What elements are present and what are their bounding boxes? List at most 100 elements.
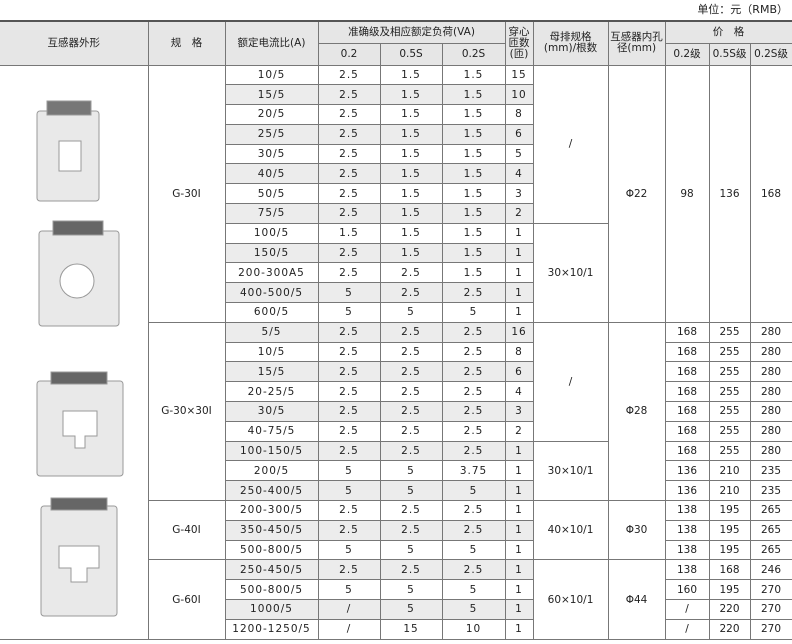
load-cell: 2.5 [441, 519, 506, 541]
ratio-cell: 40-75/5 [224, 420, 319, 442]
turns-cell: 1 [504, 559, 534, 581]
load-cell: 2.5 [441, 559, 506, 581]
load-cell: 2.5 [317, 440, 381, 462]
ratio-cell: 1000/5 [224, 599, 319, 620]
load-cell: 5 [379, 460, 443, 482]
price-cell: 265 [749, 539, 792, 561]
price-cell: 168 [708, 559, 751, 581]
turns-cell: 6 [504, 123, 534, 145]
price-cell: 98 [664, 64, 710, 323]
load-cell: 2.5 [441, 500, 506, 521]
header-cell: 穿心匝数(匝) [504, 20, 534, 66]
ratio-cell: 5/5 [224, 321, 319, 343]
turns-cell: 1 [504, 500, 534, 521]
load-cell: 2.5 [317, 183, 381, 205]
load-cell: 5 [317, 539, 381, 561]
price-cell: 280 [749, 341, 792, 363]
ratio-cell: 15/5 [224, 84, 319, 106]
load-cell: 1.5 [379, 242, 443, 264]
ratio-cell: 500-800/5 [224, 539, 319, 561]
ratio-cell: 250-400/5 [224, 480, 319, 502]
price-cell: 136 [708, 64, 751, 323]
turns-cell: 1 [504, 302, 534, 323]
load-cell: 2.5 [317, 143, 381, 165]
load-cell: / [317, 618, 381, 640]
load-cell: 2.5 [441, 420, 506, 442]
image-cell [0, 65, 149, 640]
price-cell: 220 [708, 599, 751, 620]
ratio-cell: 75/5 [224, 203, 319, 224]
load-cell: 5 [317, 579, 381, 601]
price-cell: 235 [749, 460, 792, 482]
load-cell: 5 [317, 282, 381, 304]
header-cell: 互感器内孔径(mm) [607, 20, 666, 66]
turns-cell: 6 [504, 361, 534, 383]
load-cell: 2.5 [379, 321, 443, 343]
load-cell: 2.5 [379, 262, 443, 284]
price-cell: 280 [749, 381, 792, 403]
load-cell: 5 [441, 599, 506, 620]
price-cell: 138 [664, 559, 710, 581]
load-cell: 5 [317, 480, 381, 502]
load-cell: 1.5 [441, 64, 506, 86]
price-cell: 265 [749, 500, 792, 521]
turns-cell: 8 [504, 104, 534, 125]
load-cell: 5 [441, 302, 506, 323]
ratio-cell: 200-300A5 [224, 262, 319, 284]
load-cell: 1.5 [379, 222, 443, 244]
load-cell: 2.5 [379, 361, 443, 383]
load-cell: 2.5 [441, 282, 506, 304]
load-cell: 1.5 [441, 242, 506, 264]
load-cell: 2.5 [379, 401, 443, 422]
load-cell: 2.5 [317, 64, 381, 86]
price-cell: 210 [708, 460, 751, 482]
load-cell: 2.5 [317, 123, 381, 145]
load-cell: 10 [441, 618, 506, 640]
turns-cell: 1 [504, 262, 534, 284]
price-cell: 195 [708, 579, 751, 601]
load-cell: 2.5 [379, 381, 443, 403]
turns-cell: 2 [504, 420, 534, 442]
price-cell: 160 [664, 579, 710, 601]
table-row: 20-25/5 2.5 2.5 2.5 4 168 255 280 [0, 381, 792, 403]
table-row: 1200-1250/5/15 10 1/220 270 [0, 618, 792, 640]
price-cell: 255 [708, 440, 751, 462]
header-cell: 价 格 [664, 20, 792, 44]
spec-cell: G-60I [147, 559, 226, 640]
ratio-cell: 200-300/5 [224, 500, 319, 521]
table-body: G-30I 10/5 2.5 1.5 1.5 15/Φ22 98 136 168 15/5 2.5 1… [0, 64, 792, 640]
load-cell: 1.5 [379, 183, 443, 205]
ratio-cell: 25/5 [224, 123, 319, 145]
header-cell: 0.2 [317, 42, 381, 66]
turns-cell: 1 [504, 618, 534, 640]
load-cell: 2.5 [379, 341, 443, 363]
price-cell: 280 [749, 361, 792, 383]
spec-cell: G-40I [147, 500, 226, 561]
bore-cell: Φ28 [607, 321, 666, 502]
ratio-cell: 350-450/5 [224, 519, 319, 541]
load-cell: 1.5 [441, 84, 506, 106]
price-cell: 168 [664, 440, 710, 462]
price-cell: 168 [749, 64, 792, 323]
load-cell: 2.5 [317, 341, 381, 363]
price-cell: 255 [708, 401, 751, 422]
turns-cell: 4 [504, 163, 534, 185]
price-cell: 138 [664, 500, 710, 521]
load-cell: 2.5 [441, 440, 506, 462]
turns-cell: 1 [504, 579, 534, 601]
ratio-cell: 15/5 [224, 361, 319, 383]
load-cell: 1.5 [441, 203, 506, 224]
load-cell: 5 [441, 480, 506, 502]
price-cell: 195 [708, 539, 751, 561]
ratio-cell: 250-450/5 [224, 559, 319, 581]
product-images [36, 100, 124, 617]
turns-cell: 1 [504, 440, 534, 462]
ratio-cell: 600/5 [224, 302, 319, 323]
load-cell: 2.5 [441, 321, 506, 343]
table-row: 15/5 2.5 1.5 1.5 10 [0, 84, 792, 106]
price-cell: 210 [708, 480, 751, 502]
product-g30 [36, 100, 120, 327]
price-cell: 255 [708, 381, 751, 403]
unit-caption: 单位：元（RMB） [697, 3, 788, 16]
